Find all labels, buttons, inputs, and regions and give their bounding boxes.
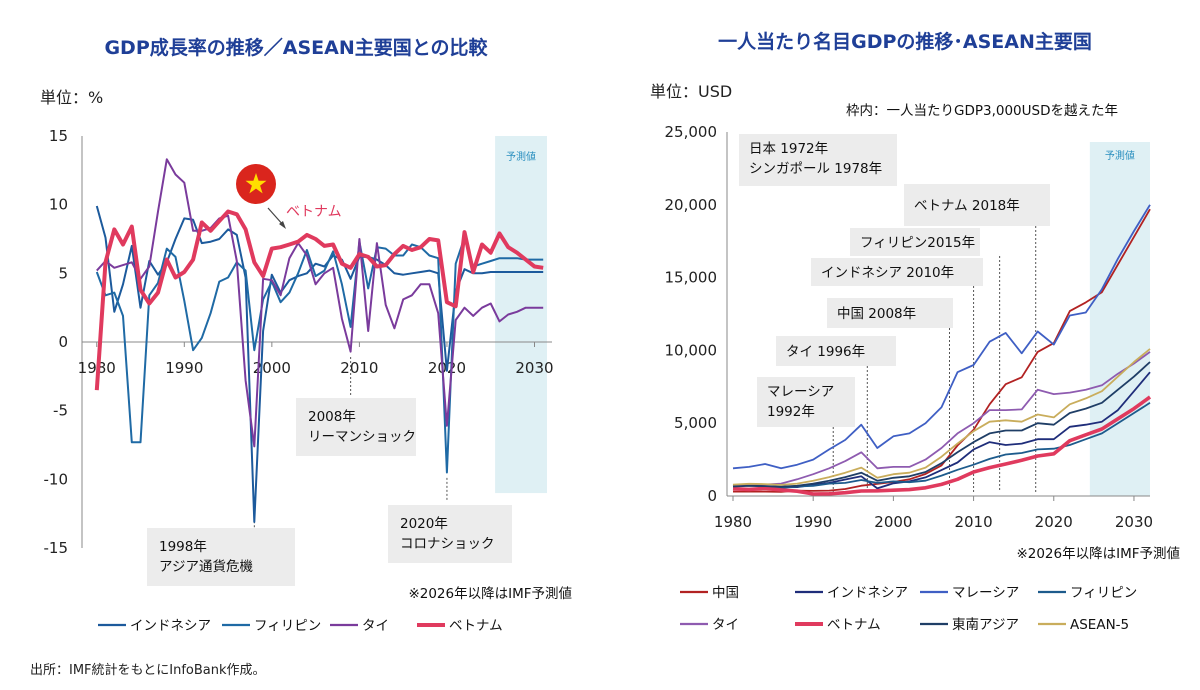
right-y-tick-label: 20,000 — [665, 196, 718, 214]
right-forecast-label: 予測値 — [1105, 149, 1135, 162]
right-legend-label: マレーシア — [952, 585, 1019, 601]
left-legend: インドネシア フィリピン タイ ベトナム — [98, 618, 503, 634]
right-chart-title: 一人当たり名目GDPの推移･ASEAN主要国 — [718, 30, 1092, 53]
left-y-tick-label: 15 — [49, 127, 68, 145]
right-legend-label: ベトナム — [827, 617, 881, 633]
left-legend-label: フィリピン — [254, 618, 321, 634]
right-x-tick-label: 1990 — [794, 513, 832, 531]
right-annotation-text: 日本 1972年 — [749, 141, 828, 157]
left-y-tick-label: -15 — [44, 539, 69, 557]
right-legend-label: フィリピン — [1070, 585, 1137, 601]
right-annotation-text: マレーシア — [767, 384, 834, 400]
right-annotation-text: タイ 1996年 — [786, 344, 865, 360]
right-subtitle: 枠内：一人当たりGDP3,000USDを越えた年 — [846, 103, 1118, 119]
right-y-tick-label: 10,000 — [665, 341, 718, 359]
right-annotation-box — [811, 258, 983, 286]
right-annotation-box — [904, 184, 1050, 226]
left-annotation-text: 2008年 — [308, 409, 356, 425]
right-annotation-box — [776, 336, 896, 366]
right-x-tick-label: 2010 — [954, 513, 992, 531]
right-x-tick-label: 2000 — [874, 513, 912, 531]
right-annotation-text: シンガポール 1978年 — [749, 161, 882, 177]
right-annotation-text: フィリピン2015年 — [860, 235, 975, 251]
left-series-line-thailand — [96, 158, 544, 448]
right-legend-label: タイ — [712, 617, 739, 633]
right-annotation-text: インドネシア 2010年 — [821, 265, 954, 281]
left-series-lines — [94, 158, 544, 523]
right-y-tick-label: 15,000 — [665, 269, 718, 287]
right-series-line-asean5 — [732, 348, 1151, 486]
right-annotation-text: ベトナム 2018年 — [914, 198, 1020, 214]
left-annotation-text: アジア通貨危機 — [159, 558, 253, 575]
right-annotation-text: 1992年 — [767, 404, 815, 420]
right-annotation-box — [850, 228, 980, 256]
left-chart-title: GDP成長率の推移／ASEAN主要国との比較 — [104, 36, 488, 59]
right-series-line-thailand — [732, 351, 1151, 487]
source-note: 出所：IMF統計をもとにInfoBank作成。 — [30, 662, 266, 678]
right-legend-label: 中国 — [712, 585, 739, 601]
right-y-tick-label: 5,000 — [674, 414, 717, 432]
left-y-tick-label: -10 — [44, 470, 69, 488]
left-y-tick-label: 0 — [58, 333, 68, 351]
left-annotation-text: コロナショック — [400, 536, 495, 552]
right-series-line-philippines — [732, 402, 1151, 489]
right-y-tick-label: 25,000 — [665, 123, 718, 141]
left-x-tick-label: 1990 — [165, 359, 203, 377]
left-annotation-text: 2020年 — [400, 516, 448, 532]
left-legend-label: ベトナム — [449, 618, 503, 634]
right-note: ※2026年以降はIMF予測値 — [1016, 546, 1180, 562]
gdp-per-capita-chart: 一人当たり名目GDPの推移･ASEAN主要国 単位：USD 枠内：一人当たりGD… — [650, 30, 1180, 633]
left-legend-label: インドネシア — [130, 618, 211, 634]
right-legend-label: ASEAN-5 — [1070, 617, 1129, 633]
right-x-tick-label: 1980 — [714, 513, 752, 531]
left-note: ※2026年以降はIMF予測値 — [408, 586, 572, 602]
left-x-tick-label: 2010 — [340, 359, 378, 377]
left-series-line-vietnam — [94, 209, 544, 391]
left-annotation-box — [296, 398, 416, 456]
right-annotation-text: 中国 2008年 — [837, 306, 916, 322]
right-annotation-box — [739, 134, 897, 186]
left-annotation-text: リーマンショック — [308, 429, 416, 445]
vietnam-callout-label: ベトナム — [286, 204, 342, 220]
right-series-lines — [732, 204, 1152, 496]
left-y-tick-label: 10 — [49, 196, 68, 214]
right-series-line-malaysia — [732, 204, 1151, 470]
left-annotation-box — [147, 528, 295, 586]
right-x-tick-label: 2030 — [1115, 513, 1153, 531]
left-unit-label: 単位：% — [40, 88, 103, 107]
right-unit-label: 単位：USD — [650, 82, 732, 101]
right-series-line-sea — [732, 361, 1151, 488]
gdp-growth-chart: GDP成長率の推移／ASEAN主要国との比較 単位：% 予測値 15 10 5 0 -5… — [40, 36, 572, 634]
left-y-tick-label: -5 — [53, 402, 68, 420]
right-forecast-region — [1089, 142, 1150, 496]
left-annotation-box — [388, 505, 512, 563]
right-annotation-box — [827, 298, 953, 328]
left-legend-label: タイ — [362, 618, 389, 634]
left-annotation-text: 1998年 — [159, 539, 207, 555]
right-annotation-box — [757, 377, 855, 427]
left-y-tick-label: 5 — [58, 264, 68, 282]
vietnam-flag-icon — [236, 164, 276, 204]
right-x-tick-label: 2020 — [1035, 513, 1073, 531]
left-forecast-label: 予測値 — [506, 150, 536, 163]
right-series-line-vietnam — [732, 395, 1152, 496]
right-legend-label: 東南アジア — [952, 617, 1019, 633]
vietnam-callout-arrowhead — [279, 221, 286, 229]
left-x-tick-label: 2030 — [515, 359, 553, 377]
right-legend-label: インドネシア — [827, 585, 908, 601]
left-forecast-region — [495, 136, 547, 494]
left-series-line-indonesia — [95, 205, 544, 523]
right-axes: 25,000 20,000 15,000 10,000 5,000 0 1980 1990 20… — [665, 123, 1154, 531]
right-y-tick-label: 0 — [707, 487, 717, 505]
